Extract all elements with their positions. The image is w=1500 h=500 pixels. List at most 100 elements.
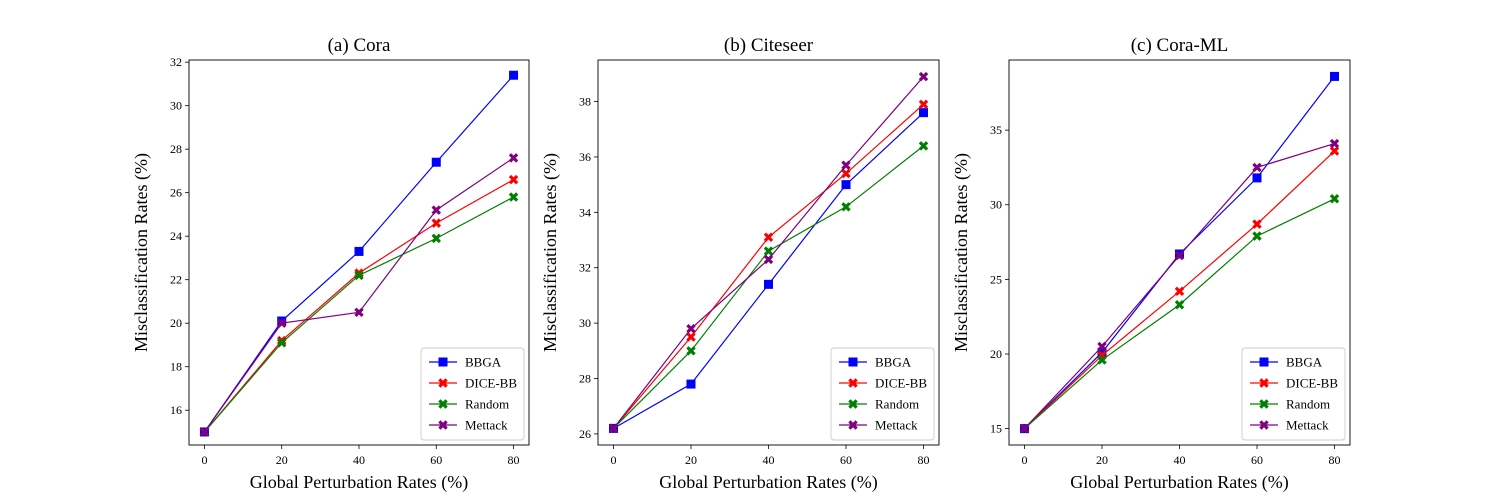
chart-c-cora-ml: (c) Cora-ML 15 20 25 30 35 0 20 40 60 80 Global Per…	[951, 35, 1351, 493]
legend-entry-dice-bb: DICE-BB	[429, 376, 517, 391]
data-point	[431, 157, 441, 167]
y-tick-label: 20	[990, 347, 1002, 361]
x-tick-label: 80	[1329, 453, 1341, 467]
data-point	[1097, 347, 1107, 357]
legend-marker	[1259, 420, 1269, 430]
legend-marker	[438, 399, 448, 409]
chart-title: (a) Cora	[328, 35, 391, 56]
y-tick-label: 36	[579, 150, 591, 164]
data-point	[1252, 219, 1262, 229]
data-point	[431, 233, 442, 244]
data-point	[919, 108, 928, 118]
x-tick-label: 20	[685, 453, 697, 467]
legend-label: DICE-BB	[465, 376, 517, 391]
legend-label: DICE-BB	[875, 376, 927, 391]
data-point	[608, 423, 619, 434]
legend-entry-random: Random	[839, 397, 919, 412]
x-tick-label: 60	[430, 453, 442, 467]
data-point	[763, 254, 774, 265]
data-point	[354, 307, 364, 318]
legend-label: BBGA	[1286, 355, 1323, 370]
legend-marker	[1259, 357, 1269, 367]
y-tick-label: 28	[170, 142, 182, 156]
data-point	[686, 323, 696, 334]
data-point	[686, 332, 696, 342]
data-point	[763, 232, 774, 242]
data-point	[1097, 341, 1107, 352]
x-axis-label: Global Perturbation Rates (%)	[250, 472, 468, 493]
series-mettack	[1019, 138, 1340, 434]
y-tick-label: 30	[170, 99, 182, 113]
x-tick-label: 0	[1022, 453, 1028, 467]
legend-label: Random	[465, 397, 509, 412]
y-axis-label: Misclassification Rates (%)	[951, 153, 972, 352]
data-point	[1329, 146, 1340, 156]
legend-entry-bbga: BBGA	[1250, 355, 1323, 370]
data-point	[841, 180, 851, 190]
y-tick-label: 20	[170, 316, 182, 330]
data-point	[1252, 162, 1262, 173]
legend: BBGA DICE-BB Random Mettack	[420, 347, 525, 441]
chart-title: (b) Citeseer	[724, 35, 814, 56]
legend-entry-mettack: Mettack	[429, 418, 508, 433]
y-tick-label: 16	[170, 403, 182, 417]
x-axis-label: Global Perturbation Rates (%)	[659, 472, 877, 493]
data-point	[431, 218, 442, 228]
data-point	[918, 99, 929, 110]
legend-entry-random: Random	[429, 397, 509, 412]
data-point	[763, 246, 774, 256]
data-point	[841, 160, 851, 170]
chart-b-citeseer: (b) Citeseer 26 28 30 32 34 36 38 0 20 40 60 80 Globa…	[540, 35, 940, 493]
plot-frame	[188, 59, 530, 446]
plot-frame	[597, 59, 940, 446]
series-mettack	[608, 71, 929, 434]
legend-entry-bbga: BBGA	[429, 355, 502, 370]
legend-marker	[848, 420, 858, 430]
y-tick-label: 26	[579, 427, 591, 441]
series-mettack	[199, 153, 519, 437]
data-point	[1174, 299, 1185, 310]
data-point	[1329, 138, 1340, 149]
legend-marker	[438, 378, 448, 388]
x-tick-label: 40	[1174, 453, 1186, 467]
legend-box	[830, 347, 935, 441]
x-tick-label: 20	[276, 453, 288, 467]
legend-box	[420, 347, 525, 441]
data-point	[354, 246, 364, 256]
legend-box	[1241, 347, 1346, 441]
x-axis-label: Global Perturbation Rates (%)	[1070, 472, 1288, 493]
data-point	[918, 141, 929, 151]
x-tick-label: 60	[1251, 453, 1263, 467]
data-point	[1252, 231, 1262, 241]
y-tick-label: 26	[170, 186, 182, 200]
legend-entry-dice-bb: DICE-BB	[1250, 376, 1338, 391]
data-point	[508, 174, 519, 185]
x-tick-label: 40	[353, 453, 365, 467]
x-tick-label: 80	[918, 453, 930, 467]
data-point	[918, 71, 929, 82]
legend-marker	[848, 378, 858, 388]
legend-marker	[1259, 378, 1269, 388]
x-tick-label: 20	[1096, 453, 1108, 467]
chart-a-cora: (a) Cora 16 18 20 22 24 26 28 30 32 0 20 40 60 80 Globa…	[131, 35, 530, 493]
data-point	[508, 153, 519, 163]
y-tick-label: 25	[990, 272, 1002, 286]
plot-frame	[1008, 59, 1351, 446]
y-tick-label: 22	[170, 273, 182, 287]
data-point	[431, 205, 442, 215]
data-point	[1329, 194, 1340, 204]
y-tick-label: 18	[170, 360, 182, 374]
y-axis-label: Misclassification Rates (%)	[131, 153, 152, 352]
x-tick-label: 40	[763, 453, 775, 467]
data-point	[1330, 71, 1339, 81]
data-point	[764, 279, 773, 289]
data-point	[841, 168, 851, 179]
y-axis-label: Misclassification Rates (%)	[540, 153, 561, 352]
data-point	[1252, 173, 1262, 183]
legend-marker	[848, 357, 858, 367]
y-tick-label: 24	[170, 229, 182, 243]
legend-marker	[438, 357, 448, 367]
legend-entry-mettack: Mettack	[839, 418, 918, 433]
data-point	[1174, 286, 1185, 297]
